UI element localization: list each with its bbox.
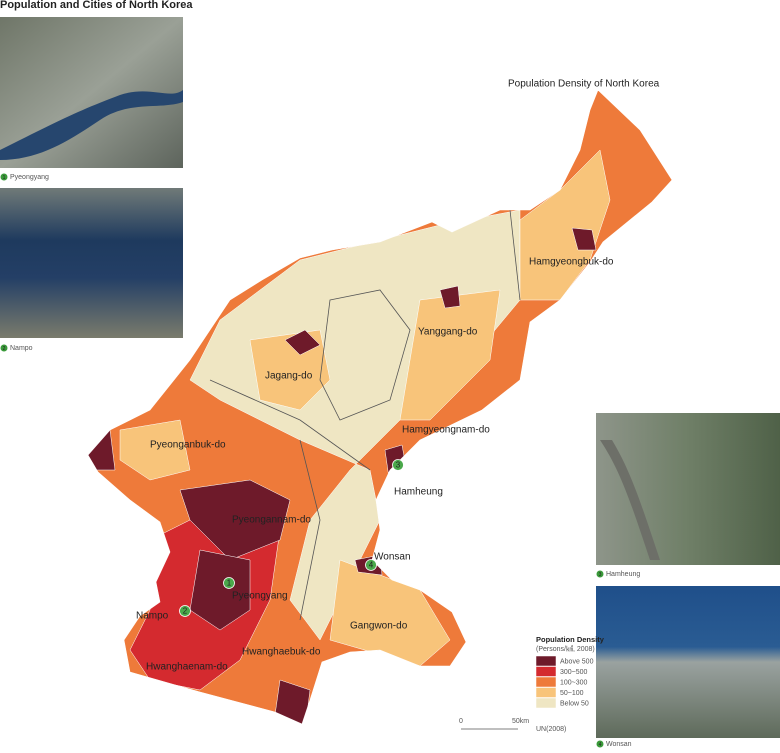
photo-caption: Nampo [10,345,33,352]
region [519,149,611,301]
city-number: 3 [396,461,401,470]
map-label: Jagang-do [265,371,313,382]
legend-swatch [535,655,557,667]
marker-number: 2 [3,346,6,352]
map-label: Hamgyeongbuk-do [529,257,614,268]
province-border [209,209,521,621]
legend-label: Below 50 [560,700,589,707]
caption-marker [596,740,604,748]
city-marker [365,559,377,571]
map-label: Pyeongannam-do [232,515,311,526]
map-label: Gangwon-do [350,621,408,632]
region [399,289,501,421]
province-border [319,289,411,421]
region [179,479,291,561]
city-number: 1 [227,579,232,588]
legend-swatch [535,676,557,688]
legend-swatch [535,697,557,709]
marker-number: 3 [599,572,602,578]
region [119,419,191,481]
scale-start: 0 [459,718,463,725]
region [189,549,251,631]
labels: Hamgyeongbuk-do Yanggang-do Jagang-do Hamgy… [136,257,614,673]
photo-caption: Wonsan [606,741,632,748]
caption-marker [596,570,604,578]
map-label: Pyeongyang [232,591,288,602]
photo [596,586,780,738]
map-label: Yanggang-do [418,327,478,338]
marker-number: 4 [599,742,602,748]
map-label: Pyeonganbuk-do [150,440,226,451]
city-marker [392,459,404,471]
marker-number: 1 [3,175,6,181]
river [600,440,660,560]
legend-swatch [535,666,557,677]
legend: Population Density(Persons/㎢, 2008) Above… [535,635,605,709]
legend-swatch [535,687,557,698]
page-title: Population and Cities of North Korea [0,0,193,11]
legend-label: 300~500 [560,669,588,676]
city-marker [179,605,191,617]
map-label: Hamheung [394,487,443,498]
legend-label: 100~300 [560,679,588,686]
map-label: Hwanghaenam-do [146,662,228,673]
legend-unit: (Persons/㎢, 2008) [536,645,595,653]
source: UN(2008) [536,726,566,733]
map-label: Hwanghaebuk-do [242,647,321,658]
photo [0,188,183,338]
map-label: Hamgyeongnam-do [402,425,490,436]
region [439,285,461,309]
photo-caption: Pyeongyang [10,174,49,181]
photo-caption: Hamheung [606,571,640,578]
region [88,429,116,471]
region [284,329,321,356]
caption-marker [0,173,8,181]
city-number: 2 [183,607,188,616]
city-number: 4 [369,561,374,570]
legend-label: 50~100 [560,690,584,697]
photo [596,413,780,565]
legend-title: Population Density [536,635,605,644]
legend-label: Above 500 [560,658,594,665]
city-marker [223,577,235,589]
map-title: Population Density of North Korea [508,79,660,90]
river [0,90,183,160]
map-label: Nampo [136,611,169,622]
map-label: Wonsan [374,552,411,563]
region [571,227,597,251]
caption-marker [0,344,8,352]
scale-end: 50km [512,718,529,725]
